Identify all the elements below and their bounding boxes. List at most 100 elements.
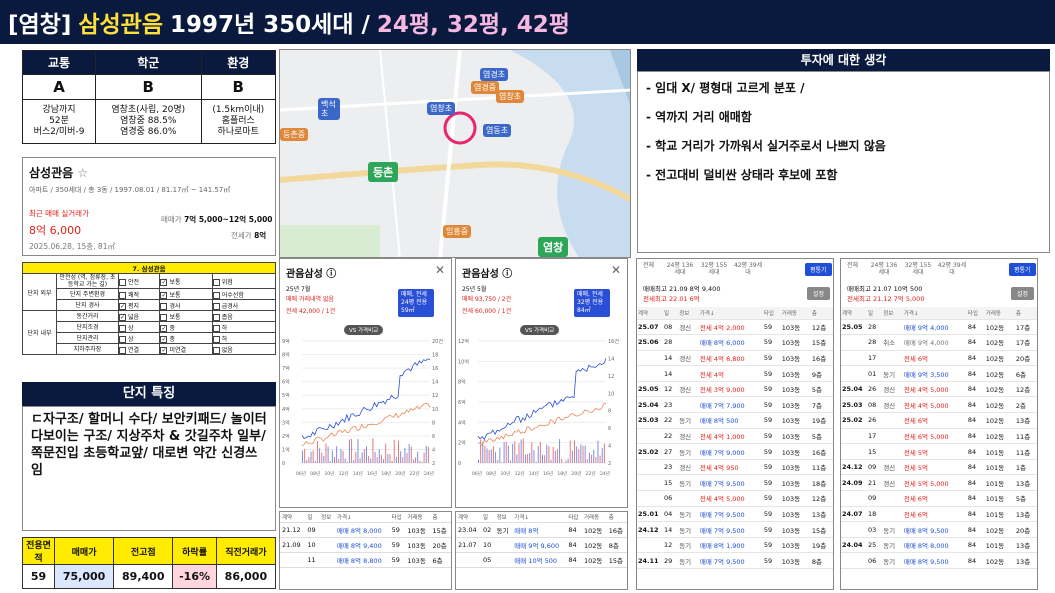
tx-row[interactable]: 21.09 10 매매 8억 9,400 59 103동 20층 — [280, 537, 451, 553]
checkbox-icon[interactable] — [212, 313, 220, 321]
checkbox-icon[interactable] — [212, 302, 220, 310]
checkbox-icon[interactable] — [212, 346, 220, 354]
map-label[interactable]: 백석초 — [318, 98, 340, 120]
list-row[interactable]: 14 갱신 전세 4억 6,800 59 103동 16층 — [637, 350, 833, 367]
checkbox-icon[interactable]: ✓ — [160, 278, 168, 286]
checklist-option[interactable]: 상 — [117, 321, 161, 333]
checklist-option[interactable]: ✓ 미연결 — [159, 343, 213, 355]
settings-button[interactable]: 설정 — [807, 287, 831, 300]
list-row[interactable]: 12 동기 매매 8억 1,900 59 103동 19층 — [637, 537, 833, 554]
checkbox-icon[interactable] — [212, 291, 220, 299]
list-row[interactable]: 15 전세 5억 84 101동 11층 — [841, 443, 1037, 460]
compare-pill[interactable]: VS 가격비교 — [520, 325, 560, 335]
tx-row[interactable]: 23.04 02 동기 매매 8억 84 102동 16층 — [456, 522, 627, 538]
checklist-option[interactable]: 보통 — [159, 310, 213, 322]
checkbox-icon[interactable] — [119, 278, 126, 286]
checkbox-icon[interactable]: ✓ — [160, 324, 168, 332]
tab-32[interactable]: 32평 155세대 — [904, 262, 932, 276]
settings-button[interactable]: 설정 — [1011, 287, 1035, 300]
tx-row[interactable]: 21.12 09 매매 8억 8,000 59 103동 15층 — [280, 522, 451, 538]
checkbox-icon[interactable]: ✓ — [119, 313, 126, 321]
checkbox-icon[interactable] — [119, 324, 126, 332]
checkbox-icon[interactable] — [212, 278, 220, 286]
list-row[interactable]: 24.04 25 동기 매매 8억 8,000 84 101동 13층 — [841, 537, 1037, 554]
checkbox-icon[interactable]: ✓ — [160, 346, 168, 354]
type-selector[interactable]: 매매, 전세 32평 전용 84㎡ — [574, 289, 610, 317]
map-label[interactable]: 염창 — [538, 237, 569, 257]
checkbox-icon[interactable] — [160, 313, 168, 321]
checklist-option[interactable]: ✓ 평지 — [117, 299, 161, 311]
checkbox-icon[interactable] — [212, 335, 220, 343]
map-label[interactable]: 등촌중 — [280, 128, 309, 141]
price-chart[interactable]: 12억 10억 8억 6억 4억 2억 0 16건 14 12 10 8 6 4 2 06년 08년 10년 12년… — [456, 335, 628, 508]
price-chart[interactable]: 9억 8억 7억 6억 5억 4억 3억 2억 1억 0 20건 18 16 14 12 10 8 6 4 2 06년 0… — [280, 335, 452, 508]
close-icon[interactable]: ✕ — [610, 263, 621, 277]
tx-row[interactable]: 21.07 10 매매 9억 9,600 84 102동 8층 — [456, 537, 627, 553]
checklist-option[interactable]: 경사 — [159, 299, 213, 311]
checkbox-icon[interactable] — [119, 335, 126, 343]
map-label[interactable]: 염창초 — [496, 90, 525, 103]
list-row[interactable]: 25.06 28 매매 8억 6,000 59 103동 15층 — [637, 334, 833, 351]
tx-row[interactable]: 11 매매 8억 8,800 59 103동 6층 — [280, 552, 451, 568]
checkbox-icon[interactable] — [119, 291, 126, 299]
map-label[interactable]: 임흥중 — [443, 225, 472, 238]
map-canvas[interactable] — [280, 50, 631, 258]
map-label[interactable]: 염동초 — [483, 124, 512, 137]
map-label[interactable]: 염경초 — [480, 68, 509, 81]
checklist-option[interactable]: 급경사 — [211, 299, 277, 311]
checklist-option[interactable]: ✓ 보통 — [159, 273, 213, 289]
list-row[interactable]: 23 갱신 전세 4억 950 59 103동 11층 — [637, 459, 833, 476]
tab-42[interactable]: 42평 39세대 — [733, 262, 763, 276]
checklist-option[interactable]: ✓ 보통 — [159, 288, 213, 300]
checklist-option[interactable]: 위험 — [211, 273, 277, 289]
list-row[interactable]: 24.09 21 갱신 전세 5억 5,000 84 101동 13층 — [841, 474, 1037, 492]
checklist-option[interactable]: 어수선함 — [211, 288, 277, 300]
list-row[interactable]: 06 전세 4억 5,000 59 103동 12층 — [637, 490, 833, 507]
map-panel[interactable]: 염경초 염경중 염창초 백석초 염창초 염동초 등촌중 임흥중 등촌 염창 — [279, 49, 631, 258]
checklist-option[interactable]: 없음 — [211, 343, 277, 355]
list-row[interactable]: 28 취소 매매 9억 4,000 84 102동 17층 — [841, 334, 1037, 351]
checklist-option[interactable]: ✓ 넓음 — [117, 310, 161, 322]
tab-32[interactable]: 32평 155세대 — [700, 262, 728, 276]
checklist-option[interactable]: 좁음 — [211, 310, 277, 322]
checklist-option[interactable]: 안전 — [117, 273, 161, 289]
pyeong-button[interactable]: 평통기 — [1009, 263, 1036, 276]
pyeong-button[interactable]: 평통기 — [805, 263, 832, 276]
list-row[interactable]: 25.02 27 동기 매매 7억 9,000 59 103동 16층 — [637, 443, 833, 460]
checkbox-icon[interactable]: ✓ — [119, 302, 126, 310]
checkbox-icon[interactable]: ✓ — [160, 335, 168, 343]
list-row[interactable]: 25.02 26 전세 6억 84 102동 13층 — [841, 412, 1037, 429]
compare-pill[interactable]: VS 가격비교 — [344, 325, 384, 335]
checklist-option[interactable]: ✓ 중 — [159, 321, 213, 333]
close-icon[interactable]: ✕ — [434, 263, 445, 277]
tab-all[interactable]: 전체 — [847, 262, 859, 269]
tab-all[interactable]: 전체 — [643, 262, 655, 269]
list-row[interactable]: 17 전세 6억 84 102동 20층 — [841, 350, 1037, 367]
list-row[interactable]: 25.07 08 갱신 전세 4억 2,000 59 103동 12층 — [637, 319, 833, 336]
map-label[interactable]: 염경중 — [471, 81, 500, 94]
list-row[interactable]: 01 동기 매매 9억 3,500 84 102동 6층 — [841, 365, 1037, 382]
tx-row[interactable]: 05 매매 10억 500 84 102동 15층 — [456, 552, 627, 568]
tab-42[interactable]: 42평 39세대 — [937, 262, 967, 276]
list-row[interactable]: 25.04 26 갱신 전세 4억 5,000 84 102동 12층 — [841, 381, 1037, 398]
checkbox-icon[interactable]: ✓ — [160, 291, 168, 299]
checklist-option[interactable]: 상 — [117, 332, 161, 344]
checklist-option[interactable]: 하 — [211, 332, 277, 344]
checklist-option[interactable]: ✓ 중 — [159, 332, 213, 344]
type-selector[interactable]: 매매, 전세 24평 전용 59㎡ — [398, 289, 434, 317]
list-row[interactable]: 25.01 04 동기 매매 7억 9,500 59 103동 13층 — [637, 506, 833, 523]
list-row[interactable]: 03 동기 매매 8억 9,500 84 102동 20층 — [841, 521, 1037, 538]
tab-24[interactable]: 24평 136세대 — [870, 262, 898, 276]
list-row[interactable]: 24.12 09 갱신 전세 5억 84 101동 1층 — [841, 459, 1037, 476]
list-row[interactable]: 17 전세 6억 5,000 84 102동 11층 — [841, 428, 1037, 445]
list-row[interactable]: 25.05 12 갱신 전세 3억 9,000 59 103동 5층 — [637, 381, 833, 398]
tab-24[interactable]: 24평 136세대 — [666, 262, 694, 276]
map-label[interactable]: 염창초 — [427, 102, 456, 115]
list-row[interactable]: 15 동기 매매 7억 9,500 59 103동 18층 — [637, 474, 833, 492]
list-row[interactable]: 09 전세 6억 84 101동 5층 — [841, 490, 1037, 507]
map-label[interactable]: 등촌 — [368, 162, 399, 182]
list-row[interactable]: 14 전세 4억 59 103동 9층 — [637, 365, 833, 382]
list-row[interactable]: 25.03 08 갱신 전세 4억 5,000 84 102동 2층 — [841, 396, 1037, 414]
checkbox-icon[interactable] — [212, 324, 220, 332]
list-row[interactable]: 24.07 18 전세 6억 84 101동 13층 — [841, 506, 1037, 523]
